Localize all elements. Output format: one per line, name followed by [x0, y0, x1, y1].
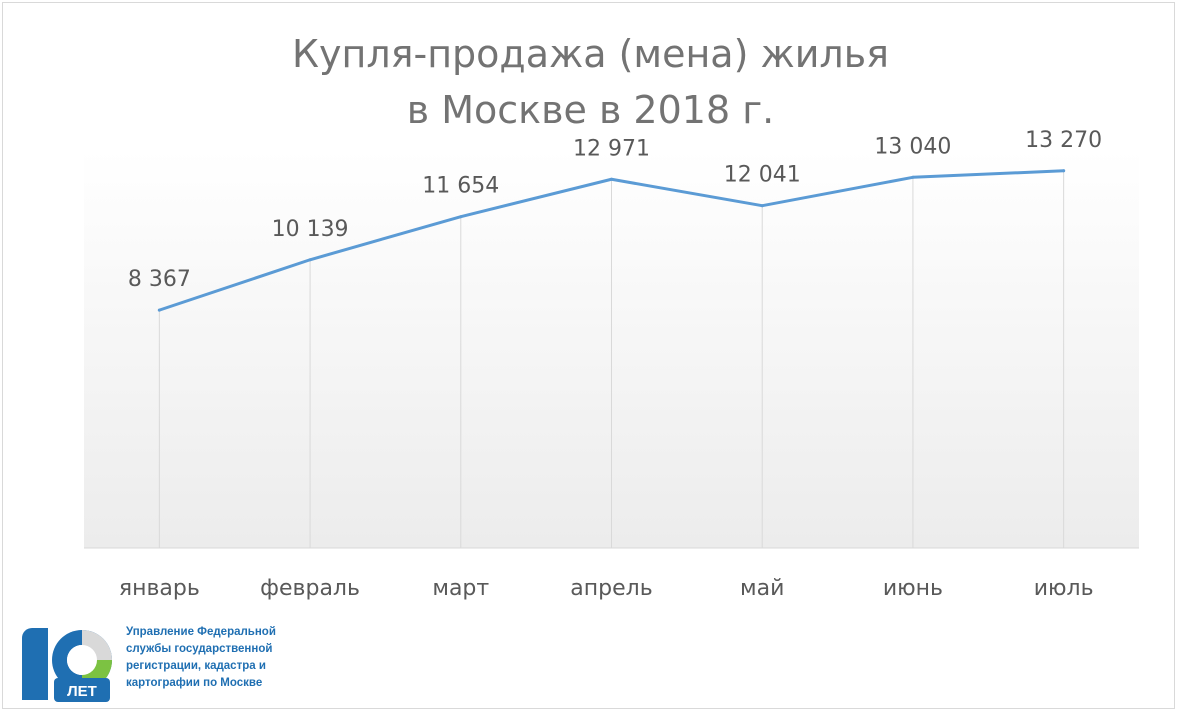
x-tick-label: январь: [119, 576, 200, 601]
data-label: 13 040: [874, 134, 951, 159]
data-point: [459, 215, 463, 219]
data-point: [1062, 169, 1066, 173]
data-point: [157, 308, 161, 312]
data-label: 13 270: [1025, 128, 1102, 153]
chart-title-line-2: в Москве в 2018 г.: [406, 88, 775, 132]
x-tick-label: февраль: [260, 576, 360, 601]
data-point: [760, 204, 764, 208]
chart-title: Купля-продажа (мена) жилья в Москве в 20…: [0, 26, 1181, 138]
rosreestr-10-years-logo: ЛЕТ: [22, 628, 112, 702]
org-line-4: картографии по Москве: [126, 677, 263, 689]
data-point: [610, 177, 613, 181]
org-line-2: службы государственной: [126, 643, 273, 655]
data-label: 10 139: [272, 217, 349, 242]
data-point: [911, 175, 915, 179]
data-label: 12 041: [724, 163, 801, 188]
chart-title-line-1: Купля-продажа (мена) жилья: [292, 32, 889, 76]
org-line-1: Управление Федеральной: [126, 626, 276, 638]
x-tick-label: май: [740, 576, 784, 601]
data-label: 12 971: [573, 136, 650, 161]
x-tick-label: апрель: [570, 576, 652, 601]
org-line-3: регистрации, кадастра и: [126, 660, 266, 672]
x-tick-label: июль: [1034, 576, 1094, 601]
data-label: 11 654: [422, 174, 499, 199]
data-label: 8 367: [128, 267, 191, 292]
x-tick-label: март: [432, 576, 489, 601]
x-tick-label: июнь: [883, 576, 943, 601]
logo-badge-text: ЛЕТ: [67, 683, 97, 700]
data-point: [308, 258, 312, 262]
organization-name: Управление Федеральной службы государств…: [126, 624, 296, 692]
